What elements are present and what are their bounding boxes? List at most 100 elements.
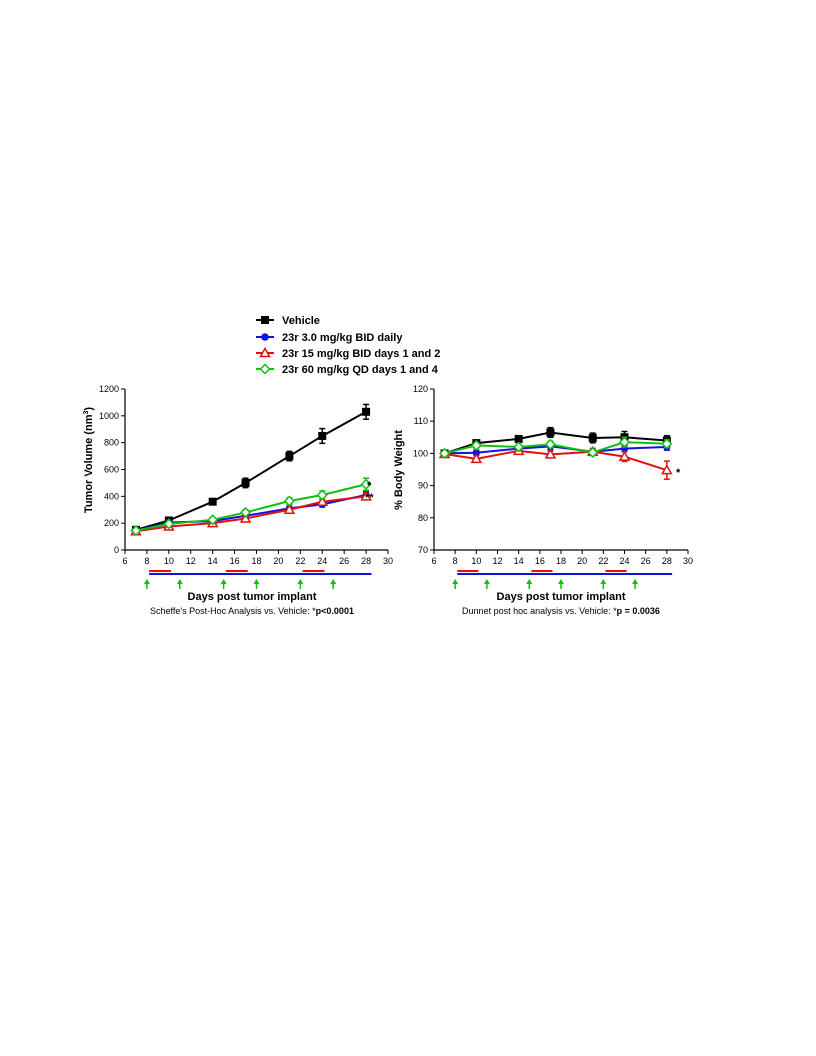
legend-item-15mg: 23r 15 mg/kg BID days 1 and 2 <box>256 346 440 360</box>
body-weight-xlabel: Days post tumor implant <box>497 591 626 603</box>
body-weight-dosing-schedule <box>452 570 673 589</box>
x-tick-label: 28 <box>662 556 672 566</box>
dosing-arrow-head-icon <box>220 579 227 584</box>
data-point-60mg <box>130 524 142 537</box>
data-point-15mg <box>661 464 673 475</box>
x-tick-label: 24 <box>619 556 629 566</box>
y-tick-label: 120 <box>413 384 428 394</box>
x-tick-label: 6 <box>122 556 127 566</box>
x-tick-label: 26 <box>641 556 651 566</box>
legend-item-3mg: 23r 3.0 mg/kg BID daily <box>256 332 403 344</box>
data-point-15mg <box>544 448 557 459</box>
dosing-arrow-head-icon <box>176 579 183 584</box>
data-point-vehicle <box>285 452 294 461</box>
legend-item-60mg: 23r 60 mg/kg QD days 1 and 4 <box>256 363 439 376</box>
annotation-star: * <box>367 480 372 492</box>
data-point-60mg <box>239 506 252 518</box>
y-tick-label: 70 <box>418 545 428 555</box>
legend-marker-square-icon <box>261 316 269 324</box>
y-tick-label: 200 <box>104 518 119 528</box>
dosing-arrow-head-icon <box>558 579 564 584</box>
y-tick-label: 800 <box>104 438 119 448</box>
data-point-60mg <box>163 518 175 530</box>
data-point-vehicle <box>546 428 555 437</box>
legend-marker-circle-icon <box>261 333 269 341</box>
body-weight-footnote: Dunnet post hoc analysis vs. Vehicle: *p… <box>462 606 660 616</box>
legend-label: Vehicle <box>282 315 320 327</box>
data-point-3mg <box>472 449 480 457</box>
legend-label: 23r 3.0 mg/kg BID daily <box>282 332 403 344</box>
x-tick-label: 6 <box>431 556 436 566</box>
data-point-60mg <box>360 478 372 490</box>
x-tick-label: 12 <box>186 556 196 566</box>
annotation-star: * <box>676 467 681 479</box>
series-60mg <box>130 477 372 537</box>
data-point-vehicle <box>318 431 327 440</box>
x-tick-label: 8 <box>144 556 149 566</box>
data-point-60mg <box>513 441 525 453</box>
data-point-60mg <box>316 489 328 501</box>
tumor-volume-footnote: Scheffe's Post-Hoc Analysis vs. Vehicle:… <box>150 606 354 616</box>
x-tick-label: 20 <box>577 556 587 566</box>
tumor-volume-series <box>130 403 372 537</box>
y-tick-label: 110 <box>414 416 428 426</box>
x-tick-label: 20 <box>273 556 283 566</box>
data-point-15mg <box>618 450 631 461</box>
dosing-arrow-head-icon <box>452 579 459 584</box>
x-tick-label: 18 <box>251 556 261 566</box>
y-tick-label: 80 <box>418 513 428 523</box>
x-tick-label: 10 <box>164 556 174 566</box>
legend: Vehicle 23r 3.0 mg/kg BID daily 23r 15 m… <box>256 315 440 376</box>
x-tick-label: 18 <box>556 556 566 566</box>
x-tick-label: 10 <box>471 556 481 566</box>
y-tick-label: 0 <box>114 545 119 555</box>
data-point-vehicle <box>588 433 597 442</box>
dosing-arrow-head-icon <box>330 579 337 584</box>
body-weight-ylabel: % Body Weight <box>393 430 405 510</box>
series-line-vehicle <box>135 410 367 531</box>
x-tick-label: 14 <box>208 556 218 566</box>
body-weight-axes <box>433 389 688 551</box>
y-tick-label: 1000 <box>99 411 119 421</box>
tumor-volume-axes <box>124 389 388 551</box>
y-tick-label: 400 <box>104 491 119 501</box>
x-tick-label: 22 <box>598 556 608 566</box>
y-tick-label: 600 <box>104 465 119 475</box>
x-tick-label: 24 <box>317 556 327 566</box>
body-weight-ticks: 70 80 90 100 110 120 6 8 10 12 14 16 18 20 22 24 26 28 30 <box>413 384 693 566</box>
legend-marker-triangle-icon <box>259 346 271 358</box>
x-tick-label: 30 <box>683 556 693 566</box>
series-15mg <box>130 490 372 536</box>
data-point-60mg <box>618 436 631 448</box>
data-point-15mg <box>283 503 296 514</box>
x-tick-label: 26 <box>339 556 349 566</box>
data-point-60mg <box>439 447 451 459</box>
data-point-60mg <box>587 446 599 458</box>
legend-item-vehicle: Vehicle <box>256 315 320 327</box>
legend-marker-diamond-icon <box>259 363 271 375</box>
dosing-arrow-head-icon <box>632 579 639 584</box>
data-point-60mg <box>207 514 219 526</box>
dosing-arrow-head-icon <box>600 579 607 584</box>
dosing-arrow-head-icon <box>143 579 150 584</box>
data-point-60mg <box>283 495 295 507</box>
x-tick-label: 22 <box>295 556 305 566</box>
x-tick-label: 30 <box>383 556 393 566</box>
data-point-60mg <box>661 438 673 450</box>
data-point-15mg <box>316 495 329 506</box>
x-tick-label: 8 <box>453 556 458 566</box>
y-tick-label: 100 <box>413 448 428 458</box>
x-tick-label: 16 <box>230 556 240 566</box>
tumor-volume-ylabel: Tumor Volume (nm3) <box>83 407 95 514</box>
annotation-double-star: ** <box>365 492 374 504</box>
legend-label: 23r 15 mg/kg BID days 1 and 2 <box>282 348 440 360</box>
data-point-vehicle <box>241 478 250 487</box>
dosing-arrow-head-icon <box>253 579 260 584</box>
tumor-volume-dosing-schedule <box>143 570 372 589</box>
y-tick-label: 1200 <box>99 384 119 394</box>
dosing-arrow-head-icon <box>483 579 490 584</box>
data-point-60mg <box>544 438 556 450</box>
tumor-volume-ticks: 0 200 400 600 800 1000 1200 6 8 10 12 14 16 18 20 22 24 2… <box>99 384 393 566</box>
